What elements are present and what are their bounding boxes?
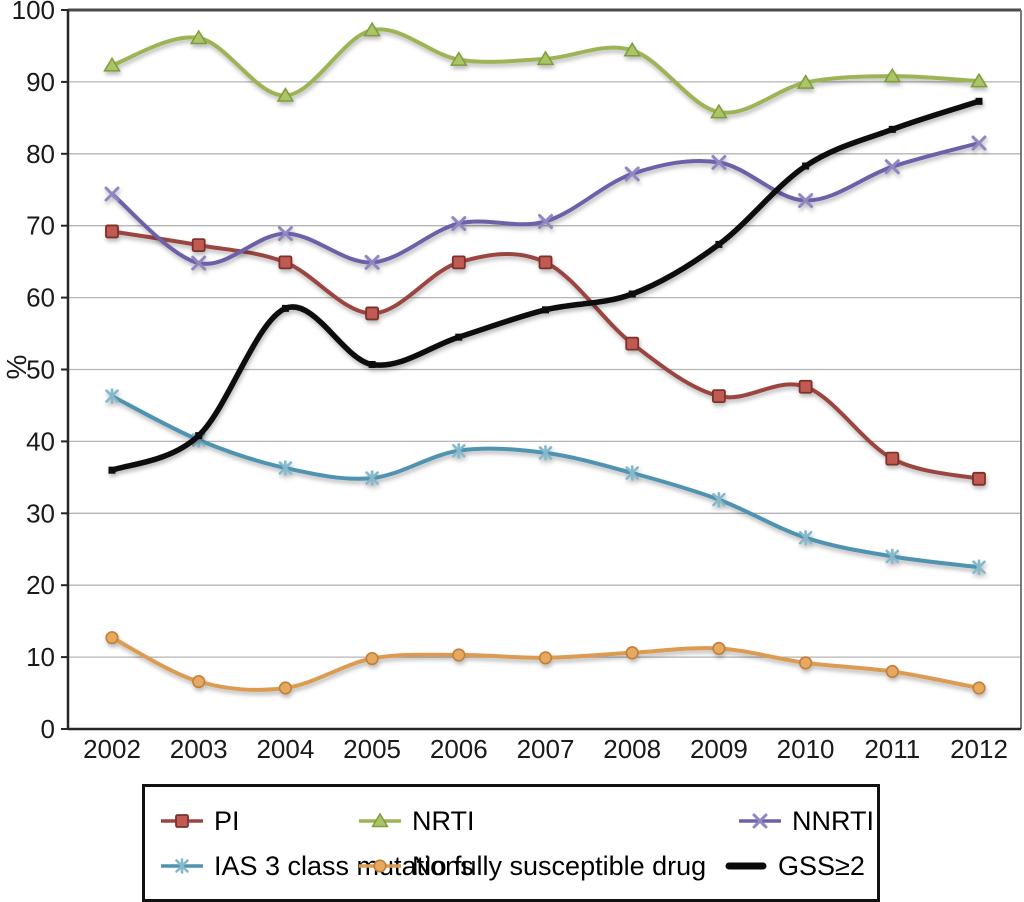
- legend-label-pi: PI: [214, 805, 240, 836]
- no-fully-susceptible-circle-marker-icon: [359, 859, 401, 873]
- y-tick-label-40: 40: [26, 426, 55, 456]
- legend-label-gss-ge-2: GSS≥2: [778, 850, 865, 881]
- x-tick-label-2003: 2003: [170, 734, 228, 764]
- y-tick-label-10: 10: [26, 642, 55, 672]
- x-tick-label-2007: 2007: [517, 734, 575, 764]
- y-tick-label-50: 50: [26, 355, 55, 385]
- x-tick-label-2006: 2006: [430, 734, 488, 764]
- x-tick-label-2005: 2005: [343, 734, 401, 764]
- series-line: [110, 27, 981, 115]
- legend-label-nnrti: NNRTI: [792, 805, 875, 836]
- legend-item-ias-3-class-mutations: IAS 3 class mutations: [159, 851, 474, 881]
- legend-label-ias-3-class-mutations: IAS 3 class mutations: [214, 850, 474, 881]
- x-tick-label-2009: 2009: [690, 734, 748, 764]
- nnrti-x-marker-icon: [739, 813, 781, 829]
- ias-asterisk-marker-icon: [161, 858, 203, 874]
- series-nnrti: [104, 135, 987, 271]
- legend-label-no-fully-susceptible-drug: No fully susceptible drug: [412, 850, 707, 881]
- legend-label-nrti: NRTI: [412, 805, 475, 836]
- legend-item-pi: PI: [159, 806, 240, 836]
- y-tick-label-80: 80: [26, 139, 55, 169]
- x-tick-label-2008: 2008: [603, 734, 661, 764]
- x-tick-label-2004: 2004: [256, 734, 314, 764]
- x-tick-label-2010: 2010: [777, 734, 835, 764]
- y-tick-label-0: 0: [41, 714, 55, 744]
- legend-item-nrti: NRTI: [357, 806, 475, 836]
- y-tick-label-60: 60: [26, 283, 55, 313]
- series-line: [109, 98, 982, 473]
- series-nrti: [103, 21, 988, 119]
- y-tick-label-30: 30: [26, 498, 55, 528]
- series-no-fully-susceptible-drug: [105, 631, 986, 695]
- series-gss-2: [108, 97, 983, 474]
- series-ias-3-class-mutations: [105, 388, 986, 576]
- nrti-triangle-marker-icon: [359, 812, 401, 828]
- x-tick-label-2002: 2002: [83, 734, 141, 764]
- y-tick-label-20: 20: [26, 570, 55, 600]
- x-tick-label-2011: 2011: [864, 734, 920, 764]
- x-tick-label-2012: 2012: [950, 734, 1008, 764]
- pi-square-marker-icon: [161, 814, 203, 828]
- series-pi: [105, 224, 986, 486]
- line-chart-plot-area: 0 10 20 30 40 50 60 70 80 90 100 2002 2003 2004 2005 20…: [12, 0, 1022, 764]
- legend-item-nnrti: NNRTI: [737, 806, 874, 836]
- y-tick-label-70: 70: [26, 211, 55, 241]
- y-tick-label-90: 90: [26, 67, 55, 97]
- legend-item-gss-ge-2: GSS≥2: [723, 851, 865, 881]
- series-line: [110, 141, 981, 266]
- gss-thick-line-icon: [725, 862, 767, 870]
- legend-item-no-fully-susceptible-drug: No fully susceptible drug: [357, 851, 706, 881]
- y-axis-title: %: [1, 354, 32, 380]
- y-tick-label-100: 100: [12, 0, 55, 25]
- legend: PI NRTI NNRTI IAS 3 class mutations No f…: [142, 784, 880, 902]
